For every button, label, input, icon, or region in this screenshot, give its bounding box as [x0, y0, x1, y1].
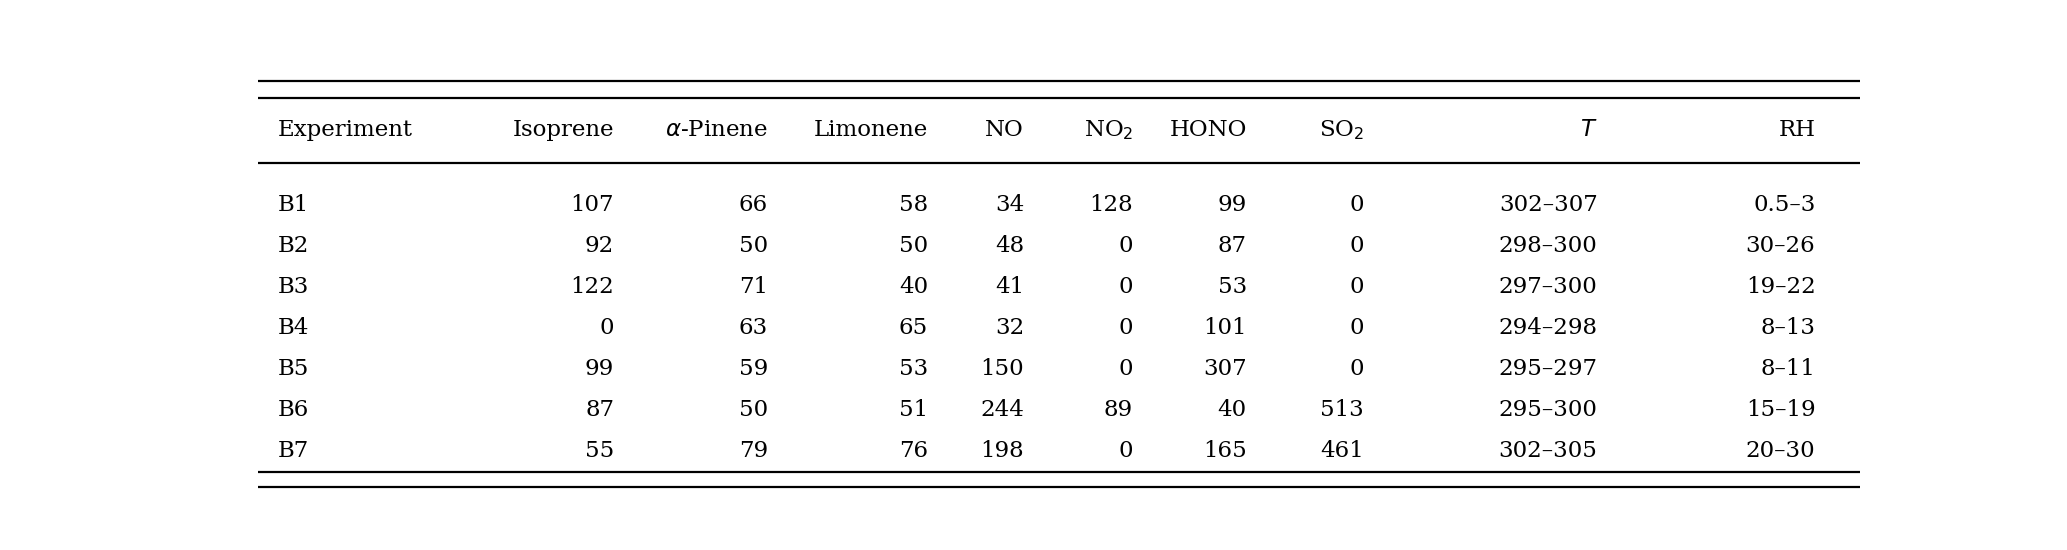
Text: SO$_2$: SO$_2$	[1319, 118, 1364, 142]
Text: 0: 0	[1350, 317, 1364, 339]
Text: 40: 40	[1217, 399, 1246, 421]
Text: 165: 165	[1203, 441, 1246, 463]
Text: 0: 0	[1350, 276, 1364, 298]
Text: 0: 0	[1118, 235, 1133, 257]
Text: 30–26: 30–26	[1747, 235, 1815, 257]
Text: 297–300: 297–300	[1499, 276, 1598, 298]
Text: 50: 50	[738, 399, 767, 421]
Text: B6: B6	[277, 399, 308, 421]
Text: Isoprene: Isoprene	[513, 119, 614, 141]
Text: 0.5–3: 0.5–3	[1753, 194, 1815, 216]
Text: HONO: HONO	[1170, 119, 1246, 141]
Text: 8–13: 8–13	[1761, 317, 1815, 339]
Text: 0: 0	[599, 317, 614, 339]
Text: 198: 198	[980, 441, 1023, 463]
Text: 53: 53	[899, 358, 928, 380]
Text: 101: 101	[1203, 317, 1246, 339]
Text: 79: 79	[738, 441, 767, 463]
Text: 55: 55	[585, 441, 614, 463]
Text: 20–30: 20–30	[1747, 441, 1815, 463]
Text: 0: 0	[1350, 358, 1364, 380]
Text: B2: B2	[277, 235, 308, 257]
Text: NO: NO	[986, 119, 1023, 141]
Text: B3: B3	[277, 276, 308, 298]
Text: 302–305: 302–305	[1499, 441, 1598, 463]
Text: 53: 53	[1217, 276, 1246, 298]
Text: 295–300: 295–300	[1499, 399, 1598, 421]
Text: 295–297: 295–297	[1499, 358, 1598, 380]
Text: 50: 50	[738, 235, 767, 257]
Text: 99: 99	[585, 358, 614, 380]
Text: 150: 150	[980, 358, 1023, 380]
Text: 32: 32	[994, 317, 1023, 339]
Text: 71: 71	[738, 276, 767, 298]
Text: 0: 0	[1350, 235, 1364, 257]
Text: 87: 87	[585, 399, 614, 421]
Text: RH: RH	[1778, 119, 1815, 141]
Text: 19–22: 19–22	[1747, 276, 1815, 298]
Text: 0: 0	[1118, 317, 1133, 339]
Text: 99: 99	[1217, 194, 1246, 216]
Text: 50: 50	[899, 235, 928, 257]
Text: $\alpha$-Pinene: $\alpha$-Pinene	[666, 119, 767, 141]
Text: 0: 0	[1118, 358, 1133, 380]
Text: NO$_2$: NO$_2$	[1083, 118, 1133, 142]
Text: 8–11: 8–11	[1761, 358, 1815, 380]
Text: 34: 34	[994, 194, 1023, 216]
Text: 122: 122	[570, 276, 614, 298]
Text: 48: 48	[994, 235, 1023, 257]
Text: 65: 65	[899, 317, 928, 339]
Text: 63: 63	[738, 317, 767, 339]
Text: 89: 89	[1104, 399, 1133, 421]
Text: 87: 87	[1217, 235, 1246, 257]
Text: Experiment: Experiment	[277, 119, 413, 141]
Text: 76: 76	[899, 441, 928, 463]
Text: B5: B5	[277, 358, 308, 380]
Text: 66: 66	[738, 194, 767, 216]
Text: 0: 0	[1118, 276, 1133, 298]
Text: 92: 92	[585, 235, 614, 257]
Text: 513: 513	[1321, 399, 1364, 421]
Text: 40: 40	[899, 276, 928, 298]
Text: 58: 58	[899, 194, 928, 216]
Text: 244: 244	[980, 399, 1023, 421]
Text: 41: 41	[994, 276, 1023, 298]
Text: 15–19: 15–19	[1747, 399, 1815, 421]
Text: 128: 128	[1089, 194, 1133, 216]
Text: B7: B7	[277, 441, 308, 463]
Text: $T$: $T$	[1579, 119, 1598, 141]
Text: 0: 0	[1118, 441, 1133, 463]
Text: 294–298: 294–298	[1499, 317, 1598, 339]
Text: 51: 51	[899, 399, 928, 421]
Text: 0: 0	[1350, 194, 1364, 216]
Text: 302–307: 302–307	[1499, 194, 1598, 216]
Text: 307: 307	[1203, 358, 1246, 380]
Text: 107: 107	[570, 194, 614, 216]
Text: B1: B1	[277, 194, 308, 216]
Text: Limonene: Limonene	[814, 119, 928, 141]
Text: 461: 461	[1321, 441, 1364, 463]
Text: B4: B4	[277, 317, 308, 339]
Text: 59: 59	[738, 358, 767, 380]
Text: 298–300: 298–300	[1499, 235, 1598, 257]
